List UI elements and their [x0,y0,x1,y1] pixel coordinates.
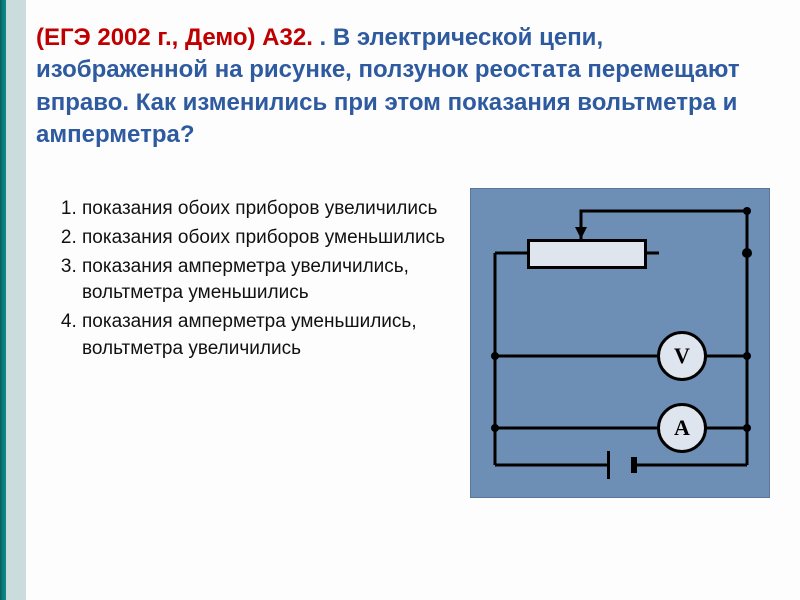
answer-options: показания обоих приборов увеличились пок… [36,188,450,498]
option-1: показания обоих приборов увеличились [82,196,450,223]
ammeter-label: A [674,415,690,441]
battery-long-plate [607,451,610,479]
slide-content: (ЕГЭ 2002 г., Демо) А32. . В электрическ… [0,0,800,518]
option-4: показания амперметра уменьшились, вольтм… [82,309,450,363]
voltmeter-label: V [674,343,690,369]
option-3: показания амперметра увеличились, вольтм… [82,254,450,308]
heading-source: (ЕГЭ 2002 г., Демо) А32. [36,24,320,51]
circuit-wires [471,189,771,499]
ammeter: A [657,403,707,453]
slide-accent-shadow [6,0,26,600]
option-2: показания обоих приборов уменьшились [82,225,450,252]
battery-short-plate [631,457,637,473]
main-row: показания обоих приборов увеличились пок… [36,188,770,498]
question-heading: (ЕГЭ 2002 г., Демо) А32. . В электрическ… [36,22,770,152]
voltmeter: V [657,331,707,381]
circuit-diagram: V A [470,188,770,498]
rheostat [527,239,647,269]
